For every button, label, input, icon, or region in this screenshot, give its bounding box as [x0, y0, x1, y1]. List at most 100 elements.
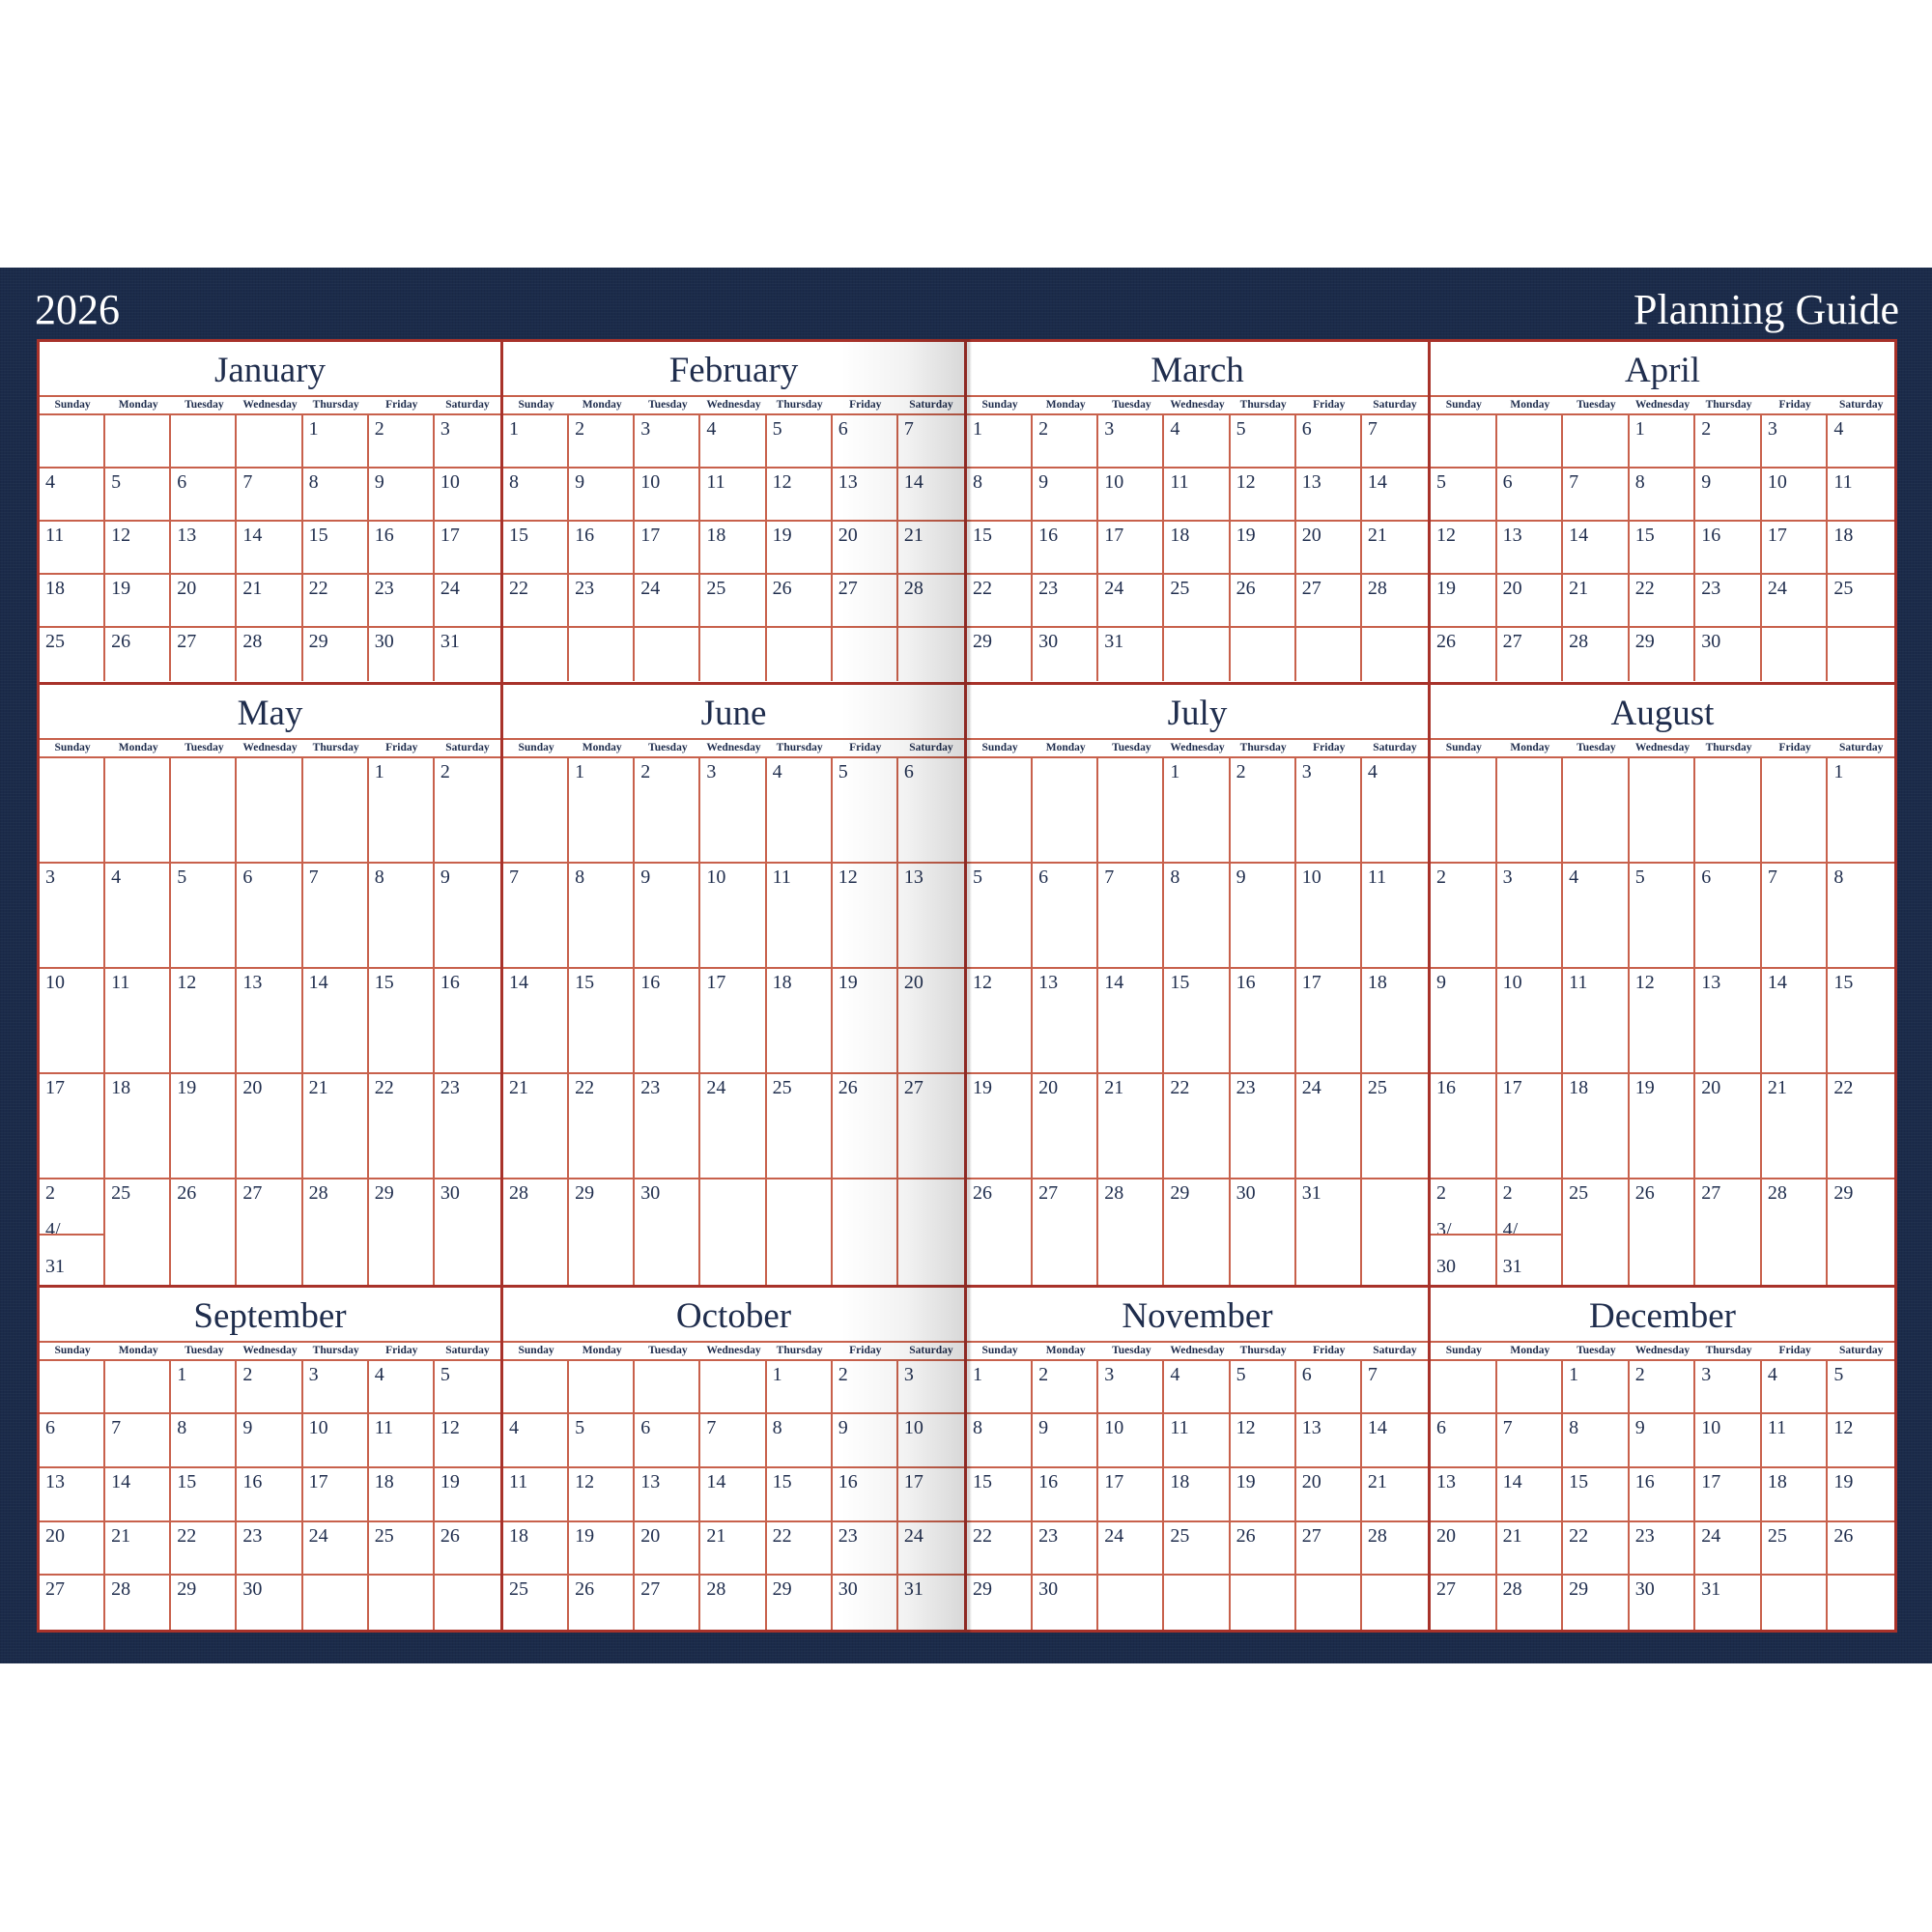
- day-cell[interactable]: 26: [1431, 628, 1497, 682]
- day-cell[interactable]: [1762, 1576, 1829, 1630]
- day-cell[interactable]: 16: [635, 968, 701, 1074]
- day-cell[interactable]: 27: [832, 575, 898, 629]
- day-cell[interactable]: 27: [1497, 628, 1564, 682]
- day-cell[interactable]: 25: [1761, 1521, 1829, 1577]
- day-cell[interactable]: 2: [237, 1360, 303, 1415]
- day-cell[interactable]: 29: [1630, 628, 1696, 682]
- day-cell[interactable]: 31: [898, 1576, 964, 1630]
- day-cell[interactable]: 27: [1295, 1521, 1362, 1577]
- day-cell[interactable]: [700, 1360, 767, 1415]
- day-cell[interactable]: 10: [302, 1414, 369, 1468]
- day-cell[interactable]: 18: [766, 968, 833, 1074]
- day-cell[interactable]: 6: [1033, 863, 1099, 969]
- day-cell[interactable]: 28: [700, 1576, 767, 1630]
- day-cell[interactable]: 2: [368, 415, 435, 469]
- day-cell[interactable]: 20: [1295, 522, 1362, 576]
- day-cell[interactable]: 17: [700, 968, 767, 1074]
- day-cell[interactable]: 10: [1295, 863, 1362, 969]
- day-cell[interactable]: [700, 628, 767, 682]
- day-cell[interactable]: 8: [766, 1414, 833, 1468]
- day-cell[interactable]: 31: [1098, 628, 1165, 682]
- day-cell[interactable]: 14: [1496, 1467, 1564, 1522]
- day-cell[interactable]: 18: [1828, 522, 1894, 576]
- day-cell[interactable]: [1496, 757, 1564, 864]
- day-cell[interactable]: [40, 757, 106, 864]
- day-cell[interactable]: 6: [1295, 415, 1362, 469]
- day-cell[interactable]: [1828, 628, 1894, 681]
- day-cell[interactable]: 14: [302, 968, 369, 1074]
- day-cell[interactable]: 6: [832, 415, 898, 469]
- day-cell[interactable]: 5: [832, 757, 898, 864]
- day-cell[interactable]: [1762, 628, 1829, 682]
- day-cell[interactable]: 18: [40, 575, 106, 629]
- day-cell[interactable]: 28: [897, 575, 964, 629]
- day-cell[interactable]: 20: [1496, 575, 1564, 629]
- day-cell[interactable]: 6: [237, 863, 303, 969]
- day-cell[interactable]: [302, 757, 369, 864]
- day-cell[interactable]: 7: [503, 863, 570, 969]
- day-cell[interactable]: [569, 1360, 636, 1415]
- day-cell[interactable]: 15: [171, 1467, 238, 1522]
- day-cell[interactable]: 11: [1761, 1414, 1829, 1468]
- day-cell[interactable]: [503, 757, 570, 864]
- day-cell[interactable]: 28: [1563, 628, 1630, 682]
- day-cell[interactable]: 11: [1164, 1414, 1231, 1468]
- day-cell[interactable]: 26: [766, 575, 833, 629]
- day-cell[interactable]: [40, 1360, 106, 1415]
- day-cell[interactable]: 13: [832, 469, 898, 523]
- day-cell[interactable]: 25: [1828, 575, 1894, 629]
- day-cell[interactable]: 19: [1828, 1468, 1894, 1522]
- day-cell[interactable]: 28: [1361, 1522, 1428, 1577]
- day-cell[interactable]: 20: [832, 522, 898, 576]
- day-cell[interactable]: 1: [503, 415, 570, 469]
- day-cell[interactable]: 2: [1695, 415, 1762, 469]
- day-cell[interactable]: 21: [897, 522, 964, 576]
- day-cell[interactable]: 3: [1496, 863, 1564, 969]
- day-cell[interactable]: 14: [1361, 1414, 1428, 1468]
- day-cell[interactable]: 13: [1431, 1467, 1497, 1522]
- day-cell[interactable]: 17: [1695, 1467, 1762, 1522]
- day-cell[interactable]: 13: [40, 1467, 106, 1522]
- day-cell[interactable]: 16: [569, 522, 636, 576]
- day-cell[interactable]: 26: [105, 628, 172, 682]
- day-cell[interactable]: [1431, 415, 1497, 469]
- day-cell[interactable]: [898, 628, 964, 681]
- day-cell[interactable]: 9: [368, 469, 435, 523]
- day-cell[interactable]: 12: [105, 522, 172, 576]
- day-cell[interactable]: 10: [1761, 469, 1829, 523]
- day-cell[interactable]: 7: [700, 1414, 767, 1468]
- day-cell[interactable]: 3: [1098, 415, 1165, 469]
- day-cell[interactable]: 5: [766, 415, 833, 469]
- day-cell[interactable]: 14: [1361, 469, 1428, 523]
- day-cell[interactable]: 31: [1296, 1179, 1362, 1285]
- day-cell[interactable]: 26: [569, 1576, 636, 1630]
- day-cell[interactable]: 21: [237, 575, 303, 629]
- day-cell[interactable]: 9: [832, 1414, 898, 1468]
- day-cell[interactable]: 24: [1098, 1521, 1165, 1577]
- day-cell[interactable]: 26: [1828, 1522, 1894, 1577]
- day-cell[interactable]: 3: [434, 415, 500, 469]
- day-cell[interactable]: 11: [1828, 469, 1894, 523]
- day-cell[interactable]: [1296, 1576, 1362, 1630]
- day-cell[interactable]: 22: [302, 575, 369, 629]
- day-cell[interactable]: 29: [1563, 1576, 1630, 1630]
- day-cell[interactable]: 15: [302, 522, 369, 576]
- day-cell[interactable]: 17: [1295, 968, 1362, 1074]
- day-cell[interactable]: 2: [1431, 863, 1497, 969]
- day-cell[interactable]: 14: [105, 1467, 172, 1522]
- day-cell[interactable]: 17: [40, 1073, 106, 1179]
- day-cell[interactable]: [40, 415, 106, 469]
- day-cell[interactable]: [1098, 757, 1165, 864]
- day-cell[interactable]: 7: [237, 469, 303, 523]
- day-cell[interactable]: [1563, 757, 1630, 864]
- day-cell[interactable]: 23: [368, 575, 435, 629]
- day-cell[interactable]: 15: [503, 522, 570, 576]
- day-cell[interactable]: 10: [897, 1414, 964, 1468]
- day-cell[interactable]: 11: [700, 469, 767, 523]
- day-cell[interactable]: 22: [1828, 1074, 1894, 1179]
- day-cell[interactable]: 16: [237, 1467, 303, 1522]
- day-cell[interactable]: 17: [1496, 1073, 1564, 1179]
- day-cell[interactable]: 16: [1033, 1467, 1099, 1522]
- day-cell[interactable]: 26: [171, 1179, 238, 1285]
- day-cell[interactable]: 15: [368, 968, 435, 1074]
